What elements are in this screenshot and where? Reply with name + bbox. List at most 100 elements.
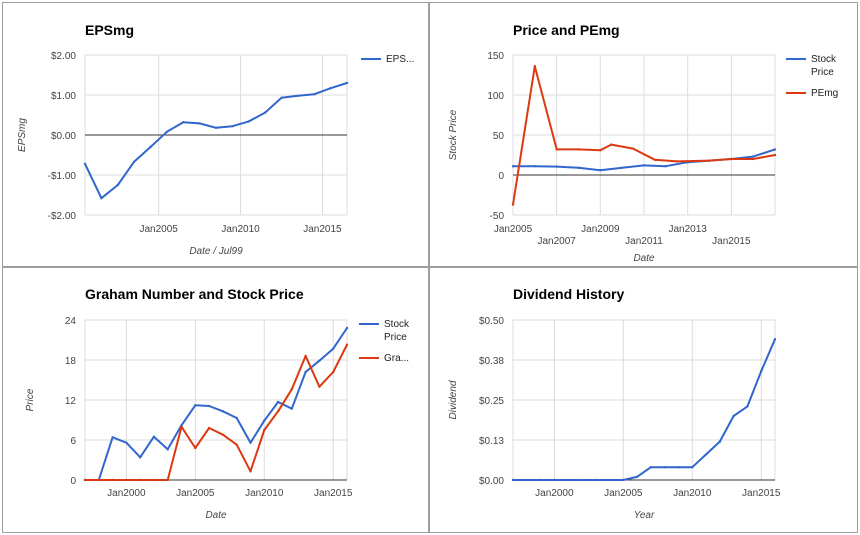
- data-point: [663, 466, 666, 469]
- legend-entry: PEmg: [786, 88, 838, 99]
- y-tick-label: -$2.00: [48, 211, 77, 222]
- y-tick-label: $0.13: [479, 436, 504, 447]
- data-point: [677, 466, 680, 469]
- data-point: [221, 410, 225, 413]
- x-axis-label: Date / Jul99: [189, 246, 243, 257]
- y-tick-label: $0.38: [479, 356, 504, 367]
- data-point: [708, 159, 711, 162]
- x-axis-label: Date: [633, 253, 655, 264]
- data-point: [620, 166, 624, 169]
- data-point: [608, 478, 611, 482]
- data-point: [511, 203, 515, 206]
- data-point: [235, 443, 238, 446]
- data-point: [566, 478, 570, 482]
- data-point: [664, 165, 668, 168]
- data-point: [511, 165, 515, 168]
- data-point: [276, 400, 280, 404]
- x-tick-label: Jan2015: [742, 488, 781, 499]
- data-point: [746, 405, 749, 408]
- eps-chart-panel: EPSmg $2.00 $1.00 $0.00 -$1.00 -$2.00 Jan2005 J…: [2, 2, 429, 267]
- grid: [512, 54, 776, 216]
- data-point: [276, 410, 280, 413]
- data-point: [732, 414, 735, 418]
- data-point: [290, 388, 294, 391]
- data-point: [730, 157, 733, 161]
- data-point: [182, 121, 185, 124]
- legend-label: EPS...: [386, 54, 414, 65]
- x-tick-label: Jan2010: [221, 224, 260, 235]
- y-tick-label: 150: [487, 51, 504, 62]
- data-point: [152, 478, 156, 482]
- data-point: [214, 126, 218, 129]
- data-point: [622, 478, 625, 482]
- data-point: [304, 370, 307, 374]
- data-point: [116, 183, 119, 187]
- data-point: [198, 122, 201, 125]
- y-axis-label: Price: [25, 388, 36, 411]
- data-point: [577, 166, 580, 169]
- data-point: [207, 404, 211, 408]
- data-point: [773, 148, 777, 151]
- data-point: [235, 416, 238, 420]
- x-axis-label: Year: [634, 510, 655, 521]
- legend-entry: Gra...: [359, 353, 409, 364]
- data-point: [152, 435, 156, 438]
- series-line: [85, 327, 348, 481]
- data-point: [329, 87, 332, 90]
- x-tick-label: Jan2013: [668, 224, 707, 235]
- x-tick-label: Jan2010: [245, 488, 284, 499]
- y-tick-label: $2.00: [51, 51, 76, 62]
- x-tick-label: Jan2015: [712, 236, 751, 247]
- x-tick-label: Jan2005: [494, 224, 533, 235]
- data-point: [555, 165, 558, 168]
- data-point: [194, 404, 197, 407]
- x-tick-label: Jan2015: [314, 488, 353, 499]
- chart-title: Dividend History: [513, 286, 624, 302]
- data-point: [704, 453, 708, 456]
- y-tick-label: 0: [70, 476, 76, 487]
- data-point: [149, 145, 152, 149]
- data-point: [539, 478, 542, 482]
- price-pe-chart-panel: Price and PEmg 150 100 50 0 -50 Jan2005 Jan2009…: [429, 2, 858, 267]
- data-point: [296, 94, 300, 98]
- data-point: [221, 433, 225, 436]
- series-line: [513, 338, 776, 481]
- y-tick-label: $0.25: [479, 396, 504, 407]
- data-point: [653, 158, 657, 161]
- y-axis-label: Stock Price: [448, 109, 459, 160]
- data-point: [649, 466, 653, 469]
- data-point: [111, 436, 114, 439]
- graham-chart: Graham Number and Stock Price 24 18 12 6 0 Jan…: [25, 286, 410, 521]
- data-point: [207, 426, 211, 430]
- y-tick-label: -$1.00: [48, 171, 77, 182]
- x-tick-label: Jan2000: [107, 488, 146, 499]
- data-point: [760, 370, 763, 373]
- data-point: [166, 448, 169, 451]
- series-line: [85, 344, 348, 481]
- x-tick-label: Jan2010: [673, 488, 712, 499]
- x-tick-label: Jan2015: [303, 224, 342, 235]
- data-point: [599, 149, 602, 152]
- data-point: [345, 326, 349, 330]
- data-point: [642, 164, 646, 167]
- data-point: [263, 428, 266, 432]
- data-point: [125, 441, 128, 444]
- chart-title: Price and PEmg: [513, 22, 620, 38]
- y-axis-label: EPSmg: [17, 118, 28, 152]
- data-point: [318, 385, 321, 388]
- y-tick-label: $0.00: [51, 131, 76, 142]
- grid: [512, 319, 776, 481]
- data-point: [610, 143, 613, 146]
- y-tick-label: 100: [487, 91, 504, 102]
- data-point: [577, 148, 580, 151]
- legend-label: Stock Price: [811, 54, 837, 78]
- data-point: [718, 440, 722, 443]
- y-tick-label: 12: [65, 396, 77, 407]
- data-point: [675, 160, 678, 163]
- y-tick-label: $0.50: [479, 316, 504, 327]
- data-point: [332, 370, 335, 374]
- data-point: [132, 160, 136, 163]
- y-tick-label: $1.00: [51, 91, 76, 102]
- data-point: [194, 446, 197, 450]
- graham-chart-panel: Graham Number and Stock Price 24 18 12 6 0 Jan…: [2, 267, 429, 533]
